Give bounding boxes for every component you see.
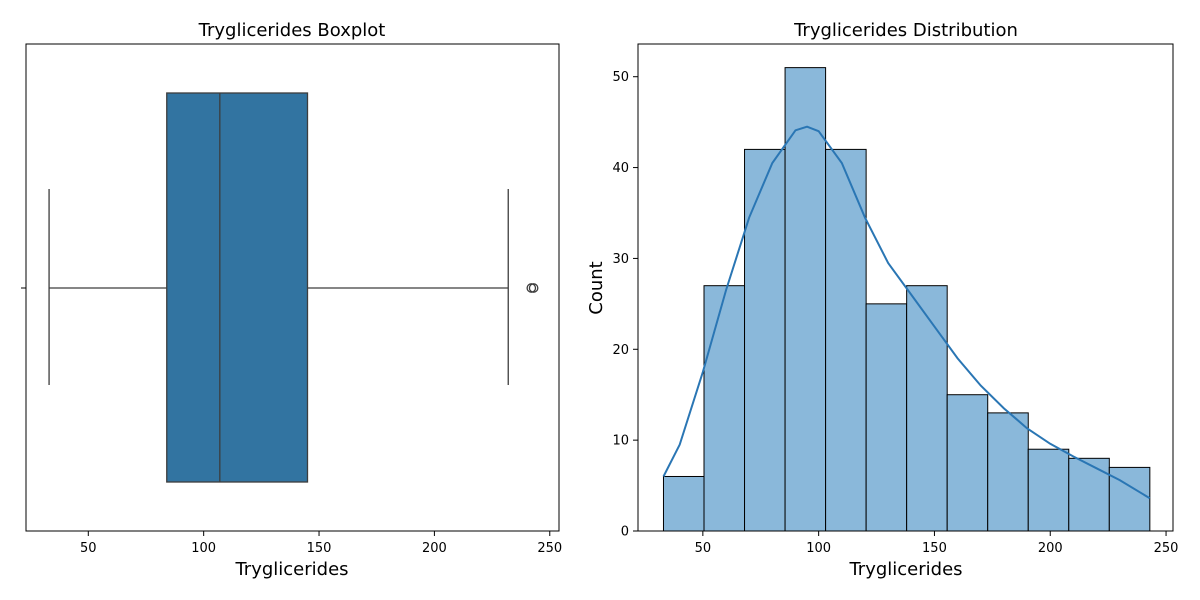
histogram-frame (637, 43, 1174, 532)
histogram-bar (946, 394, 989, 532)
histogram-bar (906, 285, 948, 532)
histogram-y-axis-label: Count (586, 261, 607, 314)
x-tick-label: 100 (191, 541, 216, 556)
boxplot-marks (48, 92, 539, 483)
histogram-bar (703, 285, 746, 532)
x-tick-label: 50 (80, 541, 97, 556)
boxplot-x-axis-label: Tryglicerides (234, 559, 348, 580)
iqr-box (166, 92, 309, 483)
histogram-bar (825, 148, 867, 532)
x-tick-label: 150 (922, 541, 947, 556)
y-tick-label: 20 (612, 343, 629, 358)
outlier-point (528, 283, 539, 293)
x-tick-label: 100 (806, 541, 831, 556)
kde-line (662, 125, 1151, 500)
histogram-kde (662, 125, 1151, 500)
histogram-bar (865, 303, 908, 532)
y-tick-label: 0 (621, 525, 629, 540)
boxplot-panel: Tryglicerides Boxplot 50 100 150 200 250 Try… (21, 20, 562, 580)
histogram-bar (987, 412, 1029, 532)
x-tick-label: 200 (1038, 541, 1063, 556)
x-tick-label: 150 (307, 541, 332, 556)
histogram-bar (1068, 457, 1110, 532)
histogram-bar (744, 148, 786, 532)
y-tick-label: 10 (612, 434, 629, 449)
histogram-bar (662, 475, 705, 532)
boxplot-x-ticks: 50 100 150 200 250 (80, 531, 562, 556)
histogram-bar (784, 67, 827, 532)
histogram-title: Tryglicerides Distribution (793, 20, 1018, 41)
boxplot-title: Tryglicerides Boxplot (198, 20, 386, 41)
x-tick-label: 50 (695, 541, 712, 556)
x-tick-label: 250 (1154, 541, 1179, 556)
y-tick-label: 50 (612, 70, 629, 85)
x-tick-label: 250 (537, 541, 562, 556)
y-tick-label: 40 (612, 161, 629, 176)
histogram-x-ticks: 50 100 150 200 250 (695, 531, 1179, 556)
histogram-x-axis-label: Tryglicerides (848, 559, 962, 580)
histogram-bar (1027, 448, 1070, 532)
y-tick-label: 30 (612, 252, 629, 267)
histogram-y-ticks: 0 10 20 30 40 50 (612, 70, 638, 540)
boxplot-frame (25, 43, 560, 532)
x-tick-label: 200 (422, 541, 447, 556)
histogram-panel: Tryglicerides Distribution 50 100 150 200 25… (586, 20, 1178, 580)
